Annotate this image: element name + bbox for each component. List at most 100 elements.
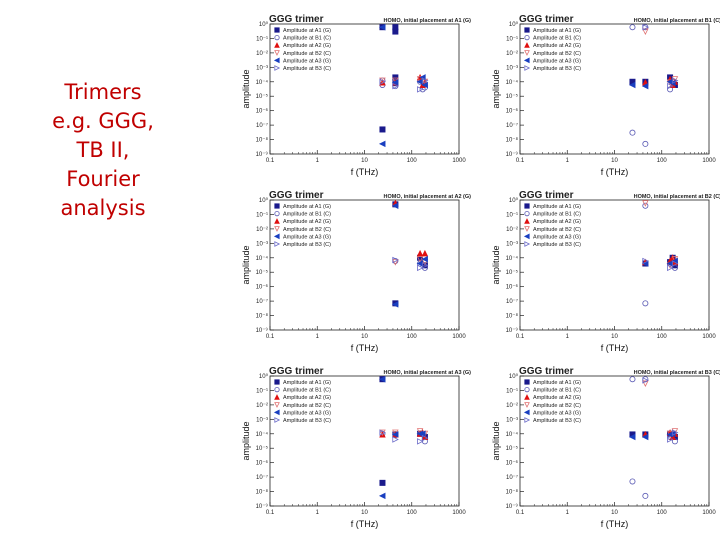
y-tick-label: 10⁻⁹	[506, 327, 519, 334]
x-tick-label: 1	[566, 510, 570, 516]
data-point	[421, 255, 428, 263]
y-tick-label: 10⁻³	[256, 65, 268, 71]
legend-marker	[524, 65, 531, 71]
legend-label: Amplitude at A1 (G)	[533, 380, 581, 386]
legend-label: Amplitude at A1 (G)	[283, 28, 331, 34]
legend-marker	[524, 394, 530, 400]
x-tick-label: 10	[361, 334, 368, 340]
y-tick-label: 10⁻⁶	[256, 284, 269, 291]
legend-marker	[523, 233, 530, 240]
x-axis-label: f (THz)	[351, 519, 379, 529]
legend-label: Amplitude at A2 (G)	[533, 219, 581, 225]
x-tick-label: 1	[316, 334, 320, 340]
chart-legend: Amplitude at A1 (G)Amplitude at B1 (C)Am…	[273, 27, 331, 72]
scatter-chart: 0.1 1 10 100 1000 10⁰ 10⁻¹ 10⁻² 10⁻³ 10⁻⁴ 10⁻⁵ 10⁻⁶…	[491, 14, 720, 177]
x-tick-label: 10	[361, 158, 368, 164]
y-tick-label: 10⁻⁵	[256, 269, 269, 276]
y-tick-label: 10⁻⁸	[256, 489, 269, 496]
y-tick-label: 10⁻¹	[506, 212, 518, 218]
legend-label: Amplitude at B1 (C)	[533, 388, 581, 394]
legend-marker	[274, 210, 280, 217]
data-point	[378, 140, 386, 148]
slide-title-line: analysis	[60, 196, 146, 220]
data-point	[642, 257, 649, 265]
y-tick-label: 10⁻⁸	[256, 137, 269, 144]
chart-legend: Amplitude at A1 (G)Amplitude at B1 (C)Am…	[523, 379, 581, 424]
legend-label: Amplitude at A1 (G)	[283, 380, 331, 386]
legend-marker	[273, 409, 280, 416]
y-tick-label: 10⁻⁴	[506, 431, 519, 438]
chart-legend: Amplitude at A1 (G)Amplitude at B1 (C)Am…	[273, 379, 331, 424]
scatter-chart: 0.1 1 10 100 1000 10⁰ 10⁻¹ 10⁻² 10⁻³ 10⁻⁴ 10⁻⁵ 10⁻⁶…	[241, 14, 471, 177]
legend-marker	[524, 386, 530, 393]
x-tick-label: 1	[316, 510, 320, 516]
data-point	[671, 77, 679, 84]
chart-title: GGG trimer	[269, 190, 324, 201]
legend-label: Amplitude at A2 (G)	[283, 43, 331, 49]
legend-label: Amplitude at B3 (C)	[533, 242, 581, 248]
legend-label: Amplitude at A3 (G)	[533, 58, 581, 64]
x-tick-label: 100	[657, 334, 668, 340]
slide-title-line: e.g. GGG,	[52, 109, 154, 133]
slide-title: Trimers e.g. GGG, TB II, Fourier analysi…	[18, 78, 188, 223]
legend-label: Amplitude at A2 (G)	[283, 219, 331, 225]
y-tick-label: 10⁻⁴	[256, 79, 269, 86]
legend-marker	[274, 394, 280, 400]
chart-subtitle: HOMO, initial placement at A2 (G)	[383, 194, 471, 200]
data-point	[419, 430, 426, 438]
x-tick-label: 1	[316, 158, 320, 164]
chart-subtitle: HOMO, initial placement at B3 (C)	[634, 370, 720, 376]
legend-marker	[274, 226, 280, 232]
data-point	[392, 436, 399, 443]
chart-subtitle: HOMO, initial placement at B1 (C)	[634, 18, 720, 24]
data-point	[392, 82, 399, 90]
y-tick-label: 10⁻⁴	[506, 79, 519, 86]
x-tick-label: 100	[407, 510, 418, 516]
data-point	[417, 264, 424, 272]
x-tick-label: 1000	[452, 510, 466, 516]
y-tick-label: 10⁻²	[256, 51, 268, 57]
legend-marker	[524, 42, 530, 48]
legend-label: Amplitude at A2 (G)	[533, 43, 581, 49]
data-point	[641, 433, 649, 441]
y-axis-label: amplitude	[491, 245, 501, 284]
y-tick-label: 10⁻⁸	[506, 489, 519, 496]
legend-marker	[273, 233, 280, 240]
y-tick-label: 10⁰	[259, 197, 269, 204]
data-point	[416, 249, 424, 257]
y-tick-label: 10⁻²	[256, 403, 268, 409]
chart-title: GGG trimer	[269, 366, 324, 377]
y-tick-label: 10⁻³	[256, 417, 268, 423]
x-tick-label: 1000	[702, 158, 716, 164]
x-axis-label: f (THz)	[351, 343, 379, 353]
legend-marker	[524, 226, 530, 232]
y-tick-label: 10⁰	[259, 373, 269, 380]
data-point	[378, 492, 386, 500]
x-axis-label: f (THz)	[601, 519, 629, 529]
legend-label: Amplitude at B2 (C)	[533, 227, 581, 233]
chart-subtitle: HOMO, initial placement at B2 (C)	[634, 194, 720, 200]
legend-marker	[274, 203, 280, 209]
legend-label: Amplitude at A3 (G)	[283, 58, 331, 64]
x-tick-label: 0.1	[266, 334, 275, 340]
y-tick-label: 10⁻¹	[506, 36, 518, 42]
data-point	[641, 82, 649, 90]
legend-marker	[524, 27, 530, 33]
data-point	[671, 428, 679, 435]
legend-label: Amplitude at B1 (C)	[283, 388, 331, 394]
x-tick-label: 100	[657, 510, 668, 516]
y-tick-label: 10⁻⁵	[506, 93, 519, 100]
x-tick-label: 0.1	[516, 334, 525, 340]
x-tick-label: 10	[611, 510, 618, 516]
data-point	[379, 429, 386, 437]
data-point	[379, 479, 386, 486]
data-point	[628, 81, 636, 89]
legend-label: Amplitude at B1 (C)	[283, 212, 331, 218]
legend-label: Amplitude at A1 (G)	[283, 204, 331, 210]
data-point	[642, 28, 649, 36]
legend-marker	[274, 50, 280, 56]
y-tick-label: 10⁻³	[256, 241, 268, 247]
legend-marker	[524, 218, 530, 224]
legend-marker	[524, 241, 531, 247]
y-axis-label: amplitude	[491, 69, 501, 108]
